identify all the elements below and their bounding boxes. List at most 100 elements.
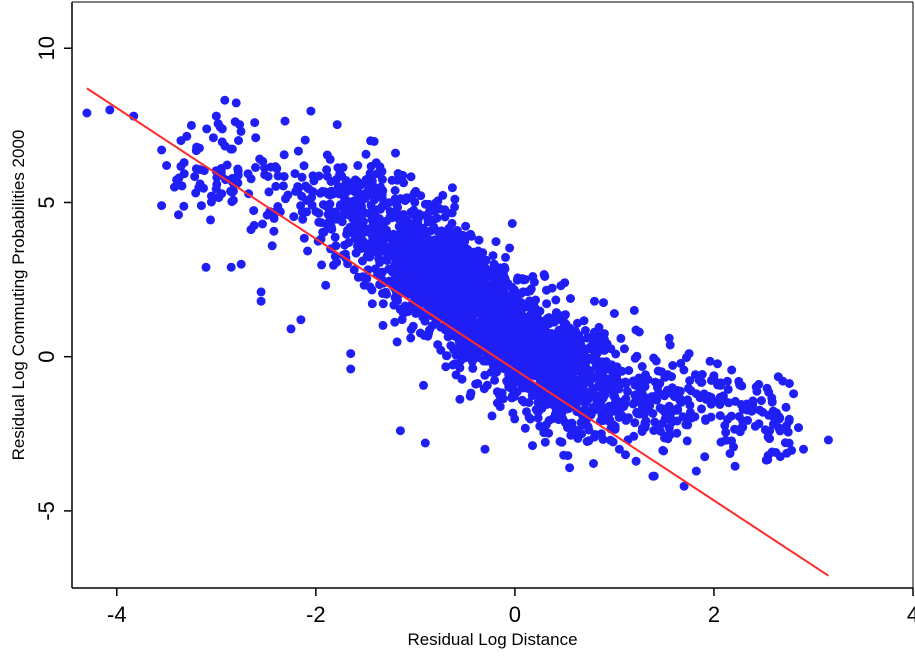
data-point [660, 407, 670, 417]
data-point [398, 249, 408, 259]
data-point [367, 215, 377, 225]
data-point [208, 133, 218, 143]
data-point [729, 442, 738, 452]
data-point [664, 423, 674, 433]
data-point [456, 355, 466, 365]
data-point [619, 402, 629, 412]
data-point [604, 380, 614, 390]
data-point [170, 182, 179, 192]
data-point [297, 191, 307, 201]
data-point [195, 179, 205, 189]
data-point [510, 414, 520, 424]
data-point [754, 379, 764, 389]
data-point [162, 161, 172, 170]
data-point [390, 317, 400, 327]
data-point [297, 172, 307, 182]
data-point [752, 386, 762, 396]
data-point [289, 212, 299, 222]
data-point [272, 163, 282, 173]
data-point [227, 187, 237, 197]
data-point [361, 149, 371, 159]
data-point [249, 206, 259, 216]
data-point [628, 399, 638, 409]
y-tick-label: -5 [34, 501, 59, 521]
data-point [448, 282, 458, 292]
data-point [590, 296, 599, 306]
data-point [520, 423, 530, 433]
data-point [179, 201, 189, 211]
data-point [463, 307, 472, 317]
data-point [599, 329, 609, 339]
data-point [557, 437, 567, 447]
data-point [747, 406, 757, 416]
data-point [297, 207, 307, 217]
data-point [365, 168, 375, 178]
data-point [440, 212, 450, 222]
data-point [342, 209, 351, 218]
data-point [433, 340, 443, 350]
data-point [533, 413, 543, 423]
data-point [382, 216, 391, 226]
data-point [784, 379, 794, 388]
data-point [465, 391, 475, 401]
data-point [329, 260, 338, 270]
data-point [333, 182, 343, 191]
data-point [545, 318, 555, 328]
data-point [423, 217, 433, 227]
data-point [211, 111, 221, 121]
data-point [398, 170, 408, 180]
data-point [461, 282, 471, 292]
data-point [226, 262, 236, 272]
data-point [533, 397, 543, 407]
data-point [391, 282, 401, 291]
data-point [542, 299, 552, 309]
y-tick-label: 10 [34, 36, 59, 60]
data-point [641, 370, 650, 380]
data-point [723, 384, 733, 394]
data-point [269, 226, 279, 236]
data-point [299, 161, 309, 171]
data-point [485, 310, 495, 320]
data-point [499, 278, 509, 288]
data-point [448, 267, 458, 277]
data-point [608, 368, 618, 378]
data-point [420, 438, 430, 448]
data-point [478, 248, 488, 258]
data-point [659, 446, 669, 456]
data-point [358, 221, 368, 231]
data-point [406, 172, 416, 182]
data-point [578, 388, 588, 398]
data-point [105, 105, 115, 115]
data-point [179, 169, 189, 179]
data-point [504, 354, 514, 364]
data-point [228, 195, 238, 205]
data-point [377, 175, 387, 184]
data-point [701, 415, 711, 425]
data-point [716, 380, 725, 390]
data-point [371, 224, 381, 234]
data-point [195, 165, 205, 175]
data-point [765, 426, 775, 436]
data-point [433, 303, 443, 313]
data-point [651, 356, 661, 366]
data-point [177, 181, 187, 191]
data-point [609, 309, 619, 318]
data-point [727, 365, 737, 375]
data-point [353, 161, 363, 170]
data-point [535, 376, 545, 386]
data-point [606, 435, 615, 445]
data-point [559, 450, 569, 460]
data-point [528, 441, 537, 451]
data-point [319, 227, 329, 237]
x-tick-label: 0 [509, 602, 521, 627]
data-point [549, 337, 559, 347]
data-point [441, 309, 451, 319]
data-point [455, 394, 465, 404]
data-point [486, 270, 496, 280]
x-tick-label: -4 [107, 602, 127, 627]
data-point [679, 365, 689, 375]
data-point [783, 427, 793, 437]
data-point [382, 289, 391, 299]
data-point [512, 387, 522, 397]
data-point [559, 312, 569, 322]
